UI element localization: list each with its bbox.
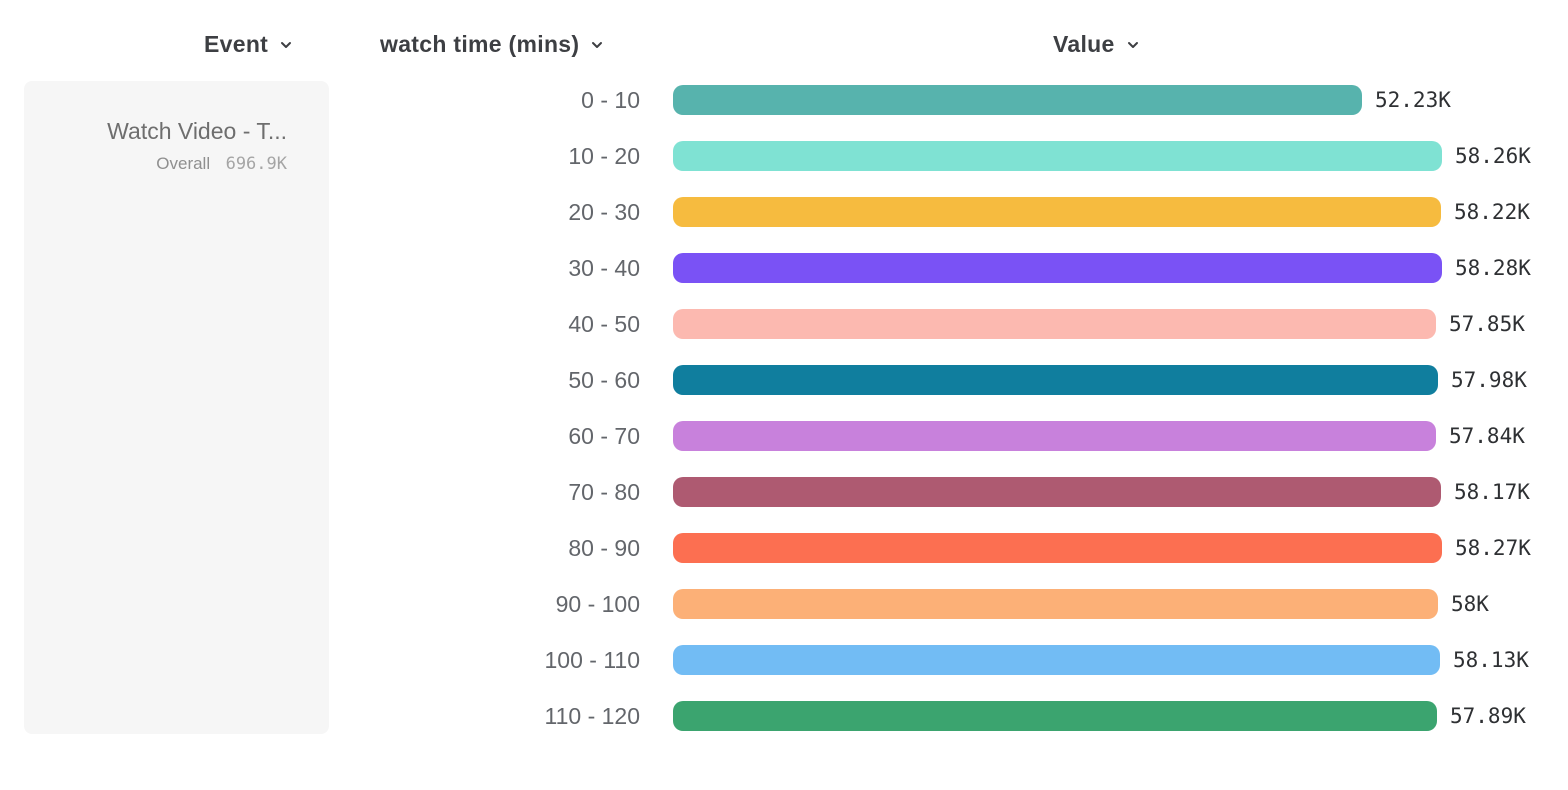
bar-track: 52.23K	[673, 85, 1451, 115]
value-label: 57.85K	[1449, 312, 1525, 336]
chevron-down-icon	[589, 32, 605, 59]
bar-50-60[interactable]	[673, 365, 1438, 395]
bar-track: 58.22K	[673, 197, 1530, 227]
bar-80-90[interactable]	[673, 533, 1442, 563]
category-label: 20 - 30	[568, 198, 640, 225]
event-legend-panel[interactable]: Watch Video - T... Overall 696.9K	[24, 81, 329, 734]
category-label: 80 - 90	[568, 534, 640, 561]
overall-value: 696.9K	[225, 154, 287, 174]
chevron-down-icon	[1125, 32, 1141, 59]
bar-track: 58.27K	[673, 533, 1531, 563]
category-label: 100 - 110	[544, 646, 640, 673]
value-label: 58.17K	[1454, 480, 1530, 504]
event-column-header[interactable]: Event	[204, 29, 294, 59]
bar-40-50[interactable]	[673, 309, 1436, 339]
chart-row: 90 - 100 58K	[332, 576, 1531, 632]
category-label: 40 - 50	[568, 310, 640, 337]
bar-20-30[interactable]	[673, 197, 1441, 227]
category-label: 90 - 100	[555, 590, 640, 617]
bar-track: 57.89K	[673, 701, 1526, 731]
value-label: 58.22K	[1454, 200, 1530, 224]
value-column-label: Value	[1053, 30, 1115, 57]
event-overall-row: Overall 696.9K	[44, 154, 287, 174]
value-label: 57.98K	[1451, 368, 1527, 392]
value-label: 57.89K	[1450, 704, 1526, 728]
watch-time-column-header[interactable]: watch time (mins)	[380, 29, 605, 59]
chart-row: 70 - 80 58.17K	[332, 464, 1531, 520]
bar-100-110[interactable]	[673, 645, 1440, 675]
chart-row: 100 - 110 58.13K	[332, 632, 1531, 688]
value-label: 58.28K	[1455, 256, 1531, 280]
bar-track: 57.84K	[673, 421, 1525, 451]
bar-110-120[interactable]	[673, 701, 1437, 731]
bar-track: 58K	[673, 589, 1489, 619]
bar-track: 57.98K	[673, 365, 1527, 395]
category-label: 110 - 120	[544, 702, 640, 729]
chart-row: 40 - 50 57.85K	[332, 296, 1531, 352]
chart-row: 80 - 90 58.27K	[332, 520, 1531, 576]
chevron-down-icon	[278, 32, 294, 59]
event-title: Watch Video - T...	[107, 118, 287, 144]
value-label: 58K	[1451, 592, 1489, 616]
value-label: 58.27K	[1455, 536, 1531, 560]
value-label: 58.13K	[1453, 648, 1529, 672]
value-label: 52.23K	[1375, 88, 1451, 112]
bar-30-40[interactable]	[673, 253, 1442, 283]
category-label: 50 - 60	[568, 366, 640, 393]
bar-10-20[interactable]	[673, 141, 1442, 171]
chart-row: 60 - 70 57.84K	[332, 408, 1531, 464]
bar-track: 57.85K	[673, 309, 1525, 339]
category-label: 0 - 10	[581, 86, 640, 113]
category-label: 30 - 40	[568, 254, 640, 281]
value-label: 57.84K	[1449, 424, 1525, 448]
overall-label: Overall	[156, 154, 211, 173]
chart-row: 110 - 120 57.89K	[332, 688, 1531, 744]
bar-60-70[interactable]	[673, 421, 1436, 451]
chart-row: 50 - 60 57.98K	[332, 352, 1531, 408]
category-label: 60 - 70	[568, 422, 640, 449]
bar-70-80[interactable]	[673, 477, 1441, 507]
bar-track: 58.28K	[673, 253, 1531, 283]
bar-track: 58.26K	[673, 141, 1531, 171]
bar-track: 58.13K	[673, 645, 1529, 675]
bar-chart: 0 - 10 52.23K 10 - 20 58.26K 20 - 30 58.22K 30…	[332, 72, 1531, 744]
category-label: 70 - 80	[568, 478, 640, 505]
bar-track: 58.17K	[673, 477, 1530, 507]
chart-row: 30 - 40 58.28K	[332, 240, 1531, 296]
event-column-label: Event	[204, 30, 269, 57]
bar-90-100[interactable]	[673, 589, 1438, 619]
value-column-header[interactable]: Value	[1053, 29, 1141, 59]
chart-row: 20 - 30 58.22K	[332, 184, 1531, 240]
chart-row: 10 - 20 58.26K	[332, 128, 1531, 184]
watch-time-column-label: watch time (mins)	[380, 30, 580, 57]
bar-0-10[interactable]	[673, 85, 1362, 115]
chart-row: 0 - 10 52.23K	[332, 72, 1531, 128]
category-label: 10 - 20	[568, 142, 640, 169]
value-label: 58.26K	[1455, 144, 1531, 168]
